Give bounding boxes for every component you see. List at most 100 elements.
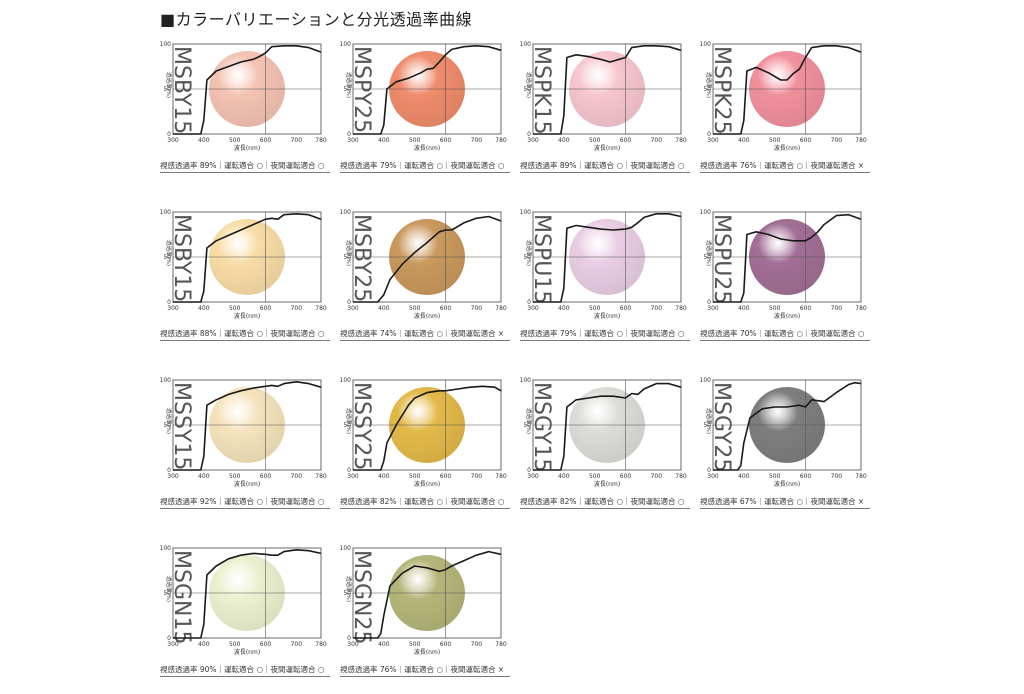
- chart-card: MSGY25 透過率(%) 100 50 0 300 400 500 600 700 780 波長(n…: [700, 376, 870, 526]
- x-tick-label: 700: [291, 305, 303, 312]
- x-tick-label: 400: [378, 305, 390, 312]
- separator: ｜: [216, 161, 225, 170]
- spec-underline: [700, 508, 870, 509]
- model-label: MSPK15: [529, 46, 554, 135]
- x-tick-label: 400: [558, 473, 570, 480]
- x-axis-label: 波長(nm): [414, 648, 440, 656]
- x-tick-label: 700: [651, 137, 663, 144]
- x-tick-label: 700: [471, 641, 483, 648]
- x-tick-label: 400: [738, 137, 750, 144]
- y-tick-label: 100: [340, 41, 352, 48]
- separator: ｜: [803, 329, 811, 338]
- x-axis-label: 波長(nm): [234, 312, 260, 320]
- y-tick-label: 0: [527, 131, 531, 138]
- x-axis-label: 波長(nm): [414, 480, 440, 488]
- transmittance-curve: [533, 45, 682, 135]
- model-label: MSGN15: [169, 550, 194, 644]
- night-driving-suitability: 夜間運転適合 ○: [270, 665, 325, 674]
- spec-text: 視感透過率 89%｜運転適合 ○｜夜間運転適合 ○: [160, 160, 330, 171]
- x-tick-label: 600: [260, 473, 272, 480]
- model-label: MSSY25: [349, 382, 374, 470]
- x-axis-label: 波長(nm): [594, 312, 620, 320]
- x-tick-label: 700: [291, 473, 303, 480]
- x-tick-label: 500: [769, 137, 781, 144]
- page-title: ■カラーバリエーションと分光透過率曲線: [160, 10, 473, 29]
- x-tick-label: 300: [167, 137, 179, 144]
- x-axis-label: 波長(nm): [774, 312, 800, 320]
- x-axis-label: 波長(nm): [594, 144, 620, 152]
- separator: ｜: [396, 161, 405, 170]
- y-tick-label: 0: [707, 467, 711, 474]
- x-tick-label: 400: [738, 305, 750, 312]
- x-axis-label: 波長(nm): [234, 648, 260, 656]
- model-label: MSBY15: [169, 214, 194, 302]
- x-tick-label: 780: [495, 641, 507, 648]
- driving-suitability: 運転適合 ○: [404, 329, 443, 338]
- x-axis-label: 波長(nm): [414, 144, 440, 152]
- night-driving-suitability: 夜間運転適合 ×: [450, 665, 505, 674]
- x-tick-label: 300: [527, 473, 539, 480]
- y-tick-label: 50: [703, 86, 711, 93]
- separator: ｜: [623, 329, 631, 338]
- x-axis-label: 波長(nm): [234, 480, 260, 488]
- visible-transmittance: 視感透過率 88%: [160, 329, 217, 338]
- model-label: MSSY15: [169, 382, 194, 470]
- separator: ｜: [216, 329, 225, 338]
- x-tick-label: 300: [347, 305, 359, 312]
- y-tick-label: 0: [707, 131, 711, 138]
- x-tick-label: 600: [260, 137, 272, 144]
- y-tick-label: 0: [347, 131, 351, 138]
- y-tick-label: 0: [167, 131, 171, 138]
- spec-underline: [340, 508, 510, 509]
- y-axis-label: 透過率(%): [345, 240, 353, 266]
- transmittance-curve: [533, 213, 682, 303]
- y-tick-label: 50: [343, 86, 351, 93]
- x-tick-label: 500: [229, 473, 241, 480]
- driving-suitability: 運転適合 ○: [584, 161, 623, 170]
- y-axis-label: 透過率(%): [525, 408, 533, 434]
- x-tick-label: 780: [855, 473, 867, 480]
- model-label: MSBY15: [169, 46, 194, 134]
- chart-card: MSPU25 透過率(%) 100 50 0 300 400 500 600 700 780 波長(n…: [700, 208, 870, 358]
- x-tick-label: 500: [229, 137, 241, 144]
- visible-transmittance: 視感透過率 79%: [340, 161, 397, 170]
- visible-transmittance: 視感透過率 82%: [340, 497, 397, 506]
- separator: ｜: [623, 161, 631, 170]
- x-tick-label: 600: [620, 137, 632, 144]
- spec-underline: [340, 340, 510, 341]
- night-driving-suitability: 夜間運転適合 ○: [270, 497, 325, 506]
- visible-transmittance: 視感透過率 89%: [160, 161, 217, 170]
- x-axis-label: 波長(nm): [414, 312, 440, 320]
- spec-text: 視感透過率 90%｜運転適合 ○｜夜間運転適合 ○: [160, 664, 330, 675]
- transmittance-curve: [353, 550, 502, 639]
- y-axis-label: 透過率(%): [165, 72, 173, 98]
- y-tick-label: 100: [160, 209, 172, 216]
- visible-transmittance: 視感透過率 67%: [700, 497, 757, 506]
- chart-card: MSPU15 透過率(%) 100 50 0 300 400 500 600 700 780 波長(n…: [520, 208, 690, 358]
- x-tick-label: 400: [198, 641, 210, 648]
- x-tick-label: 500: [409, 305, 421, 312]
- night-driving-suitability: 夜間運転適合 ○: [270, 161, 325, 170]
- y-tick-label: 50: [523, 422, 531, 429]
- separator: ｜: [756, 497, 765, 506]
- x-tick-label: 780: [315, 641, 327, 648]
- x-tick-label: 700: [651, 305, 663, 312]
- model-label: MSBY25: [349, 214, 374, 302]
- x-tick-label: 500: [589, 473, 601, 480]
- x-tick-label: 300: [167, 305, 179, 312]
- x-tick-label: 500: [769, 473, 781, 480]
- x-tick-label: 780: [315, 305, 327, 312]
- y-axis-label: 透過率(%): [165, 408, 173, 434]
- y-tick-label: 50: [163, 254, 171, 261]
- separator: ｜: [803, 161, 811, 170]
- chart-card: MSSY15 透過率(%) 100 50 0 300 400 500 600 700 780 波長(n…: [160, 376, 330, 526]
- spec-text: 視感透過率 67%｜運転適合 ○｜夜間運転適合 ×: [700, 496, 870, 507]
- y-tick-label: 50: [343, 422, 351, 429]
